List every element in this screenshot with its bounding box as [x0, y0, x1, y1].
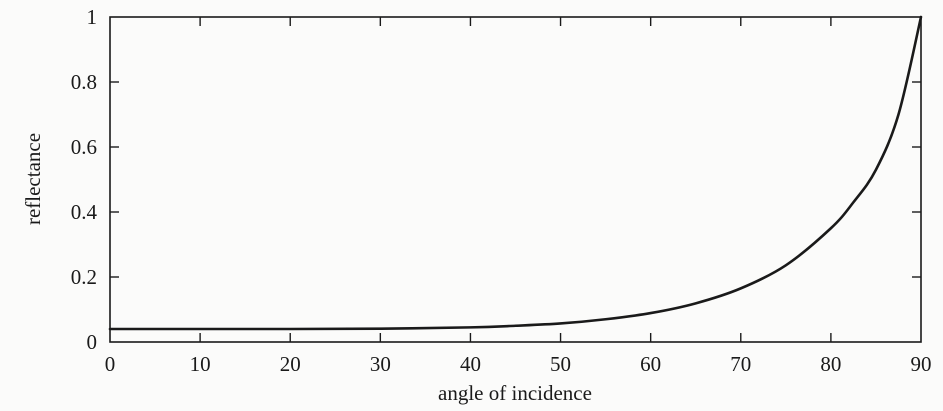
x-tick-label: 90	[911, 352, 932, 376]
x-tick-label: 30	[370, 352, 391, 376]
y-tick-label: 0.4	[71, 200, 98, 224]
x-tick-label: 20	[280, 352, 301, 376]
series-line-reflectance	[108, 15, 923, 331]
x-tick-label: 40	[460, 352, 481, 376]
y-tick-label: 0.2	[71, 265, 97, 289]
y-tick-label: 1	[87, 5, 98, 29]
y-tick-label: 0	[87, 330, 98, 354]
ticks-layer	[110, 17, 921, 342]
x-tick-label: 10	[190, 352, 211, 376]
x-axis-label: angle of incidence	[438, 381, 592, 405]
x-tick-label: 0	[105, 352, 116, 376]
tick-labels-layer: 0 10 20 30 40 50 60 70 80 90 0 0.2 0.4 0.6 0.8 1	[71, 5, 932, 376]
y-tick-label: 0.8	[71, 70, 97, 94]
y-tick-label: 0.6	[71, 135, 97, 159]
y-axis-label: reflectance	[21, 133, 45, 225]
x-tick-label: 50	[550, 352, 571, 376]
x-tick-label: 60	[640, 352, 661, 376]
plot-frame	[109, 16, 922, 343]
x-tick-label: 80	[820, 352, 841, 376]
x-tick-label: 70	[730, 352, 751, 376]
